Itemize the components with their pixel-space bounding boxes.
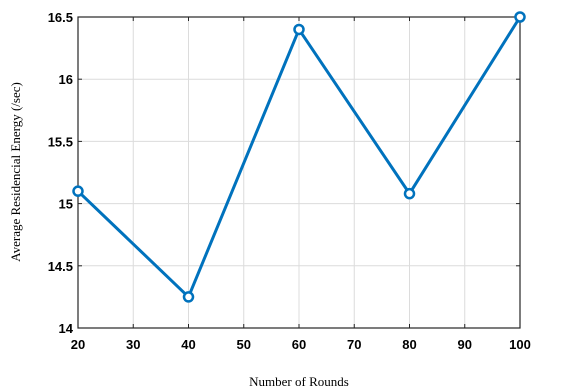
y-tick-label: 16 [59, 72, 73, 87]
x-axis-title: Number of Rounds [249, 374, 349, 389]
x-tick-labels: 20 30 40 50 60 70 80 90 100 [71, 337, 531, 352]
data-point [293, 23, 305, 36]
x-tick-label: 20 [71, 337, 85, 352]
tick-marks [77, 16, 521, 329]
y-tick-label: 14.5 [48, 259, 73, 274]
data-series [72, 11, 526, 303]
x-tick-label: 80 [402, 337, 416, 352]
x-tick-label: 50 [237, 337, 251, 352]
x-tick-label: 70 [347, 337, 361, 352]
x-tick-label: 60 [292, 337, 306, 352]
y-tick-label: 15.5 [48, 134, 73, 149]
y-axis-title: Average Residencial Energy (/sec) [8, 82, 23, 262]
data-point [514, 11, 526, 23]
x-tick-label: 40 [181, 337, 195, 352]
y-tick-label: 14 [59, 321, 74, 336]
x-tick-label: 100 [509, 337, 531, 352]
y-tick-labels: 14 14.5 15 15.5 16 16.5 [48, 10, 74, 336]
data-point [182, 291, 195, 303]
data-point [72, 185, 84, 197]
data-point [403, 187, 416, 200]
x-tick-label: 30 [126, 337, 140, 352]
y-tick-label: 15 [59, 197, 73, 212]
y-tick-label: 16.5 [48, 10, 73, 25]
x-tick-label: 90 [458, 337, 472, 352]
